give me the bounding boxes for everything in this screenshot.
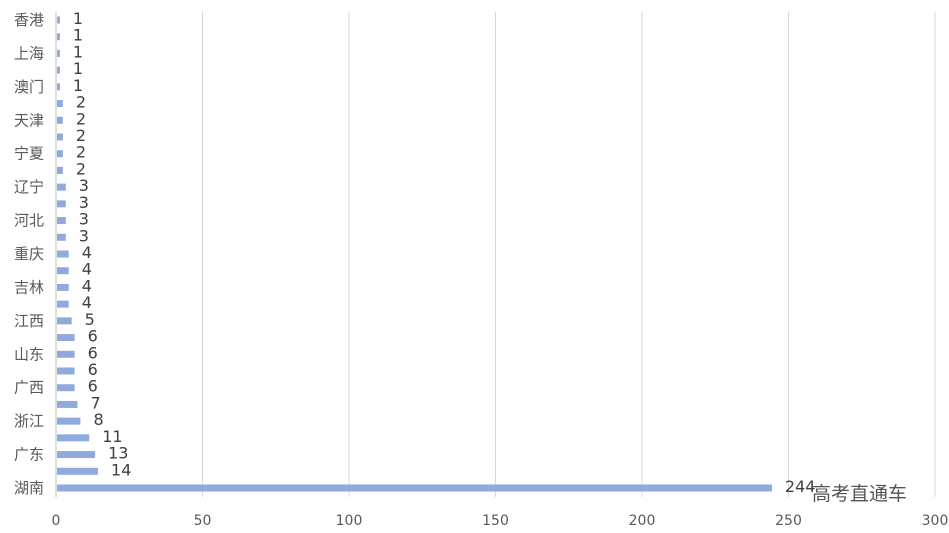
x-tick-label: 50 bbox=[194, 513, 212, 529]
data-label: 3 bbox=[79, 176, 89, 195]
category-label: 湖南 bbox=[14, 479, 44, 497]
data-label: 8 bbox=[93, 410, 103, 429]
bar bbox=[57, 166, 63, 174]
data-label: 4 bbox=[82, 276, 92, 295]
bar bbox=[57, 100, 63, 108]
data-label: 6 bbox=[88, 377, 98, 396]
data-label: 5 bbox=[85, 310, 95, 329]
bar bbox=[57, 16, 60, 24]
data-label: 2 bbox=[76, 159, 86, 178]
bar bbox=[57, 217, 66, 225]
bar bbox=[57, 467, 99, 475]
bar bbox=[57, 451, 96, 459]
data-label: 6 bbox=[88, 360, 98, 379]
data-label: 7 bbox=[91, 393, 101, 412]
category-label: 香港 bbox=[14, 11, 44, 29]
bar bbox=[57, 233, 66, 241]
bar bbox=[57, 183, 66, 191]
category-label: 广西 bbox=[14, 379, 44, 397]
category-label: 上海 bbox=[14, 44, 44, 62]
x-axis-tick-labels: 0 50 100 150 200 250 300 bbox=[52, 513, 949, 529]
data-label: 1 bbox=[73, 59, 83, 78]
category-label: 山东 bbox=[14, 345, 44, 363]
x-tick-label: 150 bbox=[482, 513, 509, 529]
data-label: 6 bbox=[88, 343, 98, 362]
data-label: 2 bbox=[76, 143, 86, 162]
data-label: 1 bbox=[73, 42, 83, 61]
category-label: 辽宁 bbox=[14, 178, 44, 196]
data-label: 1 bbox=[73, 26, 83, 45]
bar bbox=[57, 367, 75, 375]
bar bbox=[57, 400, 78, 408]
bar bbox=[57, 133, 63, 141]
category-label: 浙江 bbox=[14, 412, 44, 430]
x-tick-label: 200 bbox=[629, 513, 656, 529]
bar bbox=[57, 33, 60, 41]
bar bbox=[57, 300, 69, 308]
x-tick-label: 250 bbox=[775, 513, 802, 529]
data-label: 3 bbox=[79, 226, 89, 245]
data-label: 4 bbox=[82, 243, 92, 262]
bar bbox=[57, 484, 772, 492]
bar bbox=[57, 116, 63, 124]
bars bbox=[57, 16, 772, 492]
watermark: 高考直通车 bbox=[812, 483, 907, 505]
bar bbox=[57, 267, 69, 275]
data-label: 3 bbox=[79, 193, 89, 212]
data-label: 6 bbox=[88, 327, 98, 346]
data-label: 2 bbox=[76, 93, 86, 112]
bar bbox=[57, 66, 60, 74]
data-label: 4 bbox=[82, 293, 92, 312]
bar bbox=[57, 150, 63, 158]
data-label: 2 bbox=[76, 109, 86, 128]
bar bbox=[57, 384, 75, 392]
bar bbox=[57, 417, 81, 425]
bar bbox=[57, 250, 69, 258]
bar bbox=[57, 200, 66, 208]
x-tick-label: 0 bbox=[52, 513, 61, 529]
bar bbox=[57, 350, 75, 358]
category-label: 江西 bbox=[14, 312, 44, 330]
category-label: 澳门 bbox=[14, 78, 44, 96]
data-label: 244 bbox=[785, 477, 816, 496]
gridlines bbox=[55, 12, 936, 497]
category-label: 广东 bbox=[14, 446, 44, 464]
bar bbox=[57, 334, 75, 342]
bar bbox=[57, 317, 72, 325]
category-label: 河北 bbox=[14, 212, 44, 230]
bar bbox=[57, 83, 60, 91]
category-label: 宁夏 bbox=[14, 145, 44, 163]
x-tick-label: 100 bbox=[336, 513, 363, 529]
data-label: 14 bbox=[111, 460, 131, 479]
category-label: 吉林 bbox=[14, 278, 44, 296]
category-label: 天津 bbox=[14, 111, 44, 129]
data-label: 11 bbox=[102, 427, 122, 446]
category-label: 重庆 bbox=[14, 245, 44, 263]
bar bbox=[57, 49, 60, 57]
data-label: 13 bbox=[108, 444, 128, 463]
data-label: 4 bbox=[82, 260, 92, 279]
data-label: 1 bbox=[73, 9, 83, 28]
bar bbox=[57, 434, 90, 442]
data-label: 1 bbox=[73, 76, 83, 95]
data-label: 2 bbox=[76, 126, 86, 145]
data-label: 3 bbox=[79, 210, 89, 229]
x-tick-label: 300 bbox=[922, 513, 949, 529]
bar bbox=[57, 283, 69, 291]
